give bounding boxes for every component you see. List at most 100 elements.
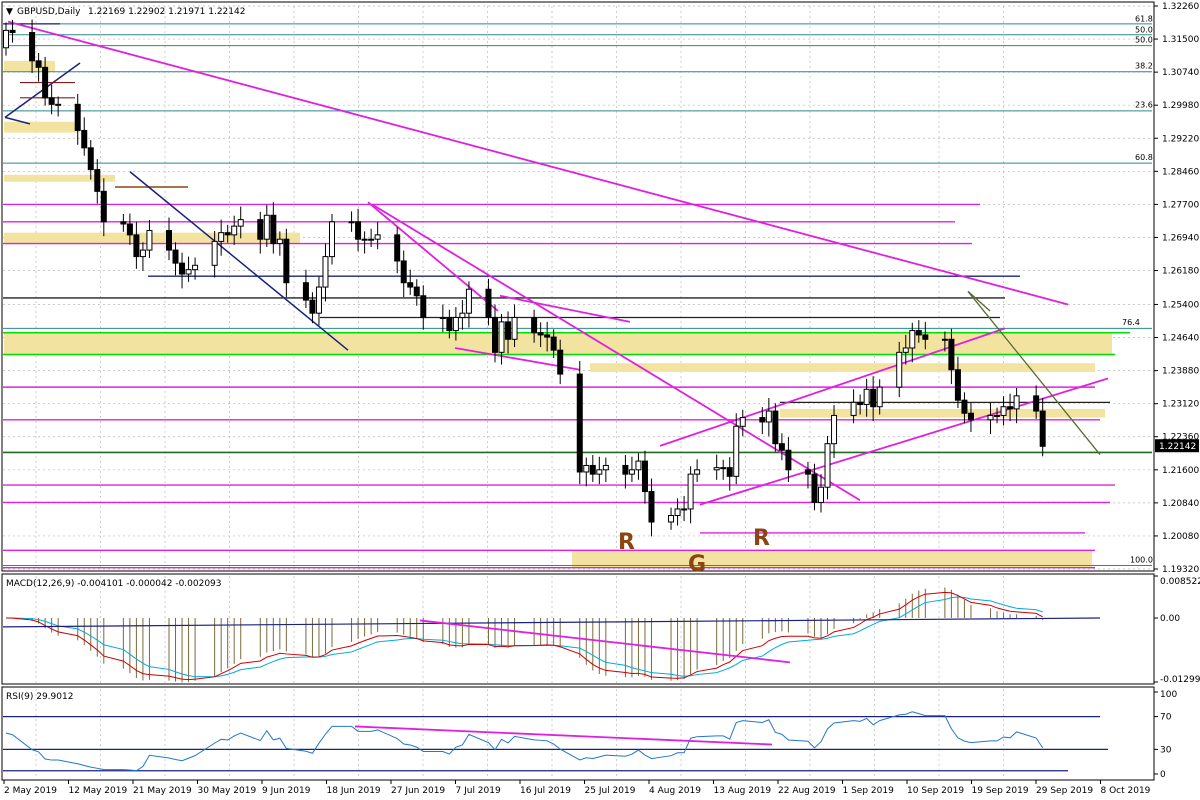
candle-bear	[870, 388, 877, 408]
candle-bear	[576, 373, 583, 473]
candle-bear	[48, 97, 55, 105]
time-axis: 2 May 2019 12 May 2019 21 May 2019 30 May 2…	[3, 780, 1151, 796]
candle-bear	[492, 317, 498, 353]
candle-bull	[739, 417, 746, 427]
fib-level-label: 76.4	[1122, 318, 1140, 327]
candle-bear	[100, 190, 107, 223]
zone-band	[4, 332, 1112, 355]
rsi-tick-label: 30	[1160, 745, 1172, 755]
candle-bull	[713, 467, 720, 471]
zone-band	[4, 174, 115, 182]
candle-bear	[302, 282, 309, 301]
candle-bear	[87, 147, 94, 171]
candle-bear	[759, 417, 766, 423]
candle-bear	[641, 460, 648, 493]
candle-bear	[1039, 410, 1046, 447]
fib-level-label: 38.2	[1135, 62, 1153, 71]
candle-bull	[602, 464, 609, 471]
x-tick-label: 18 Jun 2019	[327, 786, 381, 796]
candle-bear	[166, 230, 172, 251]
support-resistance-zones	[4, 60, 1112, 568]
y-tick-label: 1.20080	[1162, 532, 1199, 542]
trend-line	[967, 290, 991, 312]
macd-panel	[2, 587, 1101, 683]
y-tick-label: 1.27700	[1162, 200, 1199, 210]
x-tick-label: 27 Jun 2019	[391, 786, 445, 796]
candle-bear	[544, 334, 551, 338]
candle-bull	[329, 221, 335, 258]
candlesticks	[3, 19, 1046, 537]
zone-band	[4, 121, 80, 133]
y-tick-label: 1.25400	[1162, 300, 1199, 310]
candle-bear	[400, 260, 407, 284]
candle-bull	[674, 508, 681, 516]
trend-line	[129, 171, 349, 351]
candle-bull	[824, 443, 831, 488]
ohlc-values: 1.22169 1.22902 1.21971 1.22142	[88, 7, 245, 17]
candle-bull	[1013, 395, 1020, 410]
price-axis: 1.32260 1.31500 1.30740 1.29980 1.29220 1.284…	[1154, 2, 1200, 780]
candle-bear	[407, 282, 414, 288]
main-panel-frame	[1, 1, 1155, 572]
candle-bear	[81, 129, 88, 149]
x-tick-label: 2 May 2019	[4, 786, 57, 796]
candle-bear	[394, 234, 401, 262]
x-tick-label: 8 Oct 2019	[1101, 786, 1151, 796]
candle-bull	[452, 317, 459, 332]
annotation-r-left: R	[618, 530, 635, 555]
x-tick-label: 19 Sep 2019	[972, 786, 1029, 796]
y-tick-label: 1.23120	[1162, 400, 1199, 410]
macd-panel-frame	[1, 573, 1155, 685]
candle-bear	[446, 317, 453, 332]
candle-bear	[948, 338, 955, 371]
trend-line	[659, 327, 1006, 447]
candle-bear	[531, 317, 538, 334]
candle-bear	[355, 221, 362, 240]
candle-bear	[413, 286, 420, 297]
candle-bear	[120, 221, 127, 225]
dropdown-arrow-icon[interactable]: ▼	[6, 7, 13, 17]
candle-bull	[315, 286, 322, 314]
candle-bull	[687, 473, 694, 510]
candle-bear	[283, 238, 290, 284]
candle-bear	[505, 321, 512, 340]
candle-bear	[42, 66, 49, 99]
macd-divergence-line	[419, 619, 791, 664]
rsi-tick-label: 70	[1160, 713, 1172, 723]
y-tick-label: 1.29220	[1162, 134, 1199, 144]
candle-bull	[628, 469, 635, 475]
candle-bear	[550, 336, 557, 351]
candle-bear	[922, 334, 929, 340]
fib-level-label: 60.8	[1135, 153, 1153, 162]
candle-bear	[772, 410, 779, 445]
y-tick-label: 1.24640	[1162, 334, 1199, 344]
candle-bear	[857, 401, 864, 406]
trend-line	[699, 377, 1109, 506]
candle-bull	[909, 330, 916, 349]
x-tick-label: 21 May 2019	[133, 786, 192, 796]
symbol-title: GBPUSD,Daily	[17, 7, 81, 17]
candle-bear	[270, 214, 277, 245]
candle-bull	[720, 467, 727, 470]
candle-bear	[172, 249, 179, 264]
candle-bear	[804, 469, 811, 475]
candle-bear	[224, 232, 231, 236]
trend-line	[7, 20, 1069, 306]
candle-bear	[133, 234, 140, 258]
candle-bear	[557, 349, 564, 375]
candle-bull	[237, 219, 244, 227]
x-tick-label: 25 Jul 2019	[585, 786, 636, 796]
trend-line	[367, 201, 499, 312]
y-tick-label: 1.30740	[1162, 68, 1199, 78]
candle-bear	[961, 399, 968, 414]
y-tick-label: 1.26180	[1162, 267, 1199, 277]
candle-bull	[374, 234, 381, 240]
candle-bull	[896, 351, 903, 388]
x-tick-label: 4 Aug 2019	[649, 786, 701, 796]
fib-level-label: 50.0	[1135, 35, 1153, 44]
fib-level-label: 100.0	[1130, 555, 1153, 564]
candle-bull	[1000, 406, 1007, 416]
rsi-tick-label: 0	[1160, 770, 1166, 780]
x-tick-label: 13 Aug 2019	[714, 786, 772, 796]
